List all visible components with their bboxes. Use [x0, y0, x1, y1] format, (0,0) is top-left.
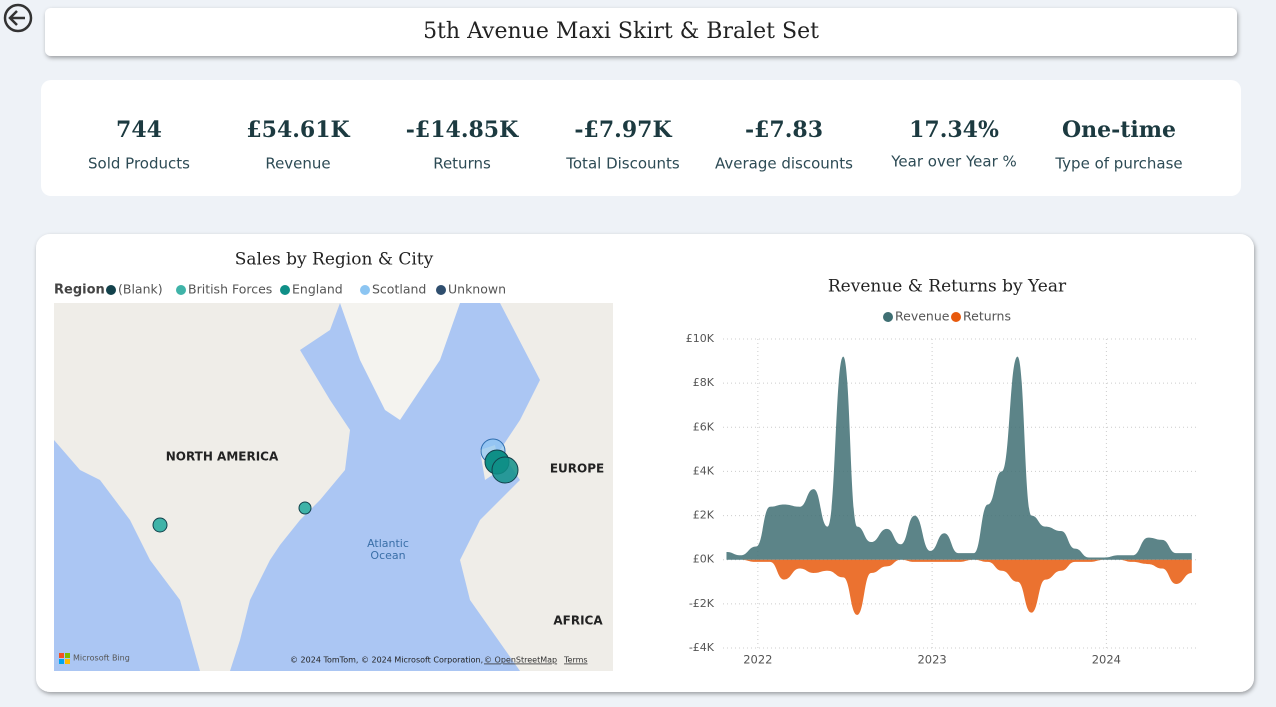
kpi-label: Average discounts [715, 155, 853, 173]
legend-marker [360, 285, 370, 295]
kpi-value: -£7.83 [745, 117, 823, 143]
x-tick-label: 2023 [917, 653, 946, 667]
back-button[interactable] [3, 3, 33, 33]
legend-marker [106, 285, 116, 295]
y-tick-label: £10K [686, 332, 715, 345]
kpi-value: 17.34% [909, 117, 999, 143]
kpi-value: -£14.85K [406, 117, 519, 143]
map [54, 303, 613, 671]
area [726, 356, 1192, 560]
legend-marker [951, 312, 961, 322]
legend-label: (Blank) [118, 282, 163, 297]
legend-label: Revenue [895, 309, 950, 324]
y-tick-label: -£2K [689, 597, 715, 610]
legend-marker [176, 285, 186, 295]
legend-label: Returns [963, 309, 1011, 324]
y-tick-label: £4K [693, 464, 715, 477]
y-tick-label: £8K [693, 376, 715, 389]
kpi-label: Revenue [265, 155, 330, 173]
kpi-value: -£7.97K [574, 117, 672, 143]
y-tick-label: -£4K [689, 641, 715, 654]
page-title: 5th Avenue Maxi Skirt & Bralet Set [423, 19, 819, 44]
map-credit-link[interactable]: © OpenStreetMap [484, 656, 557, 665]
map-credit: © 2024 TomTom, © 2024 Microsoft Corporat… [290, 656, 483, 665]
area [726, 559, 1192, 615]
map-label: Atlantic Ocean [367, 537, 409, 562]
x-tick-label: 2024 [1092, 653, 1121, 667]
map-label: EUROPE [550, 462, 604, 476]
legend-label: Unknown [448, 282, 506, 297]
kpi-label: Total Discounts [565, 155, 680, 173]
header-card [45, 8, 1237, 56]
kpi-value: £54.61K [246, 117, 350, 143]
legend-label: Scotland [372, 282, 426, 297]
legend-label: England [292, 282, 343, 297]
map-title: Sales by Region & City [235, 250, 434, 270]
legend-label: British Forces [188, 282, 272, 297]
x-tick-label: 2022 [743, 653, 772, 667]
legend-title: Region [54, 283, 105, 298]
kpi-label: Type of purchase [1054, 155, 1182, 173]
map-label: AFRICA [553, 614, 603, 628]
y-tick-label: £2K [693, 509, 715, 522]
chart-title: Revenue & Returns by Year [828, 277, 1067, 297]
y-tick-label: £6K [693, 420, 715, 433]
kpi-value: 744 [116, 117, 162, 143]
legend-marker [280, 285, 290, 295]
map-label: NORTH AMERICA [166, 450, 279, 464]
kpi-label: Returns [433, 155, 491, 173]
legend-marker [883, 312, 893, 322]
map-terms[interactable]: Terms [563, 656, 588, 665]
kpi-label: Year over Year % [890, 153, 1017, 171]
kpi-card [41, 80, 1241, 196]
legend-marker [436, 285, 446, 295]
y-tick-label: £0K [693, 553, 715, 566]
map-points [152, 438, 519, 533]
kpi-label: Sold Products [88, 155, 190, 173]
map-brand: Microsoft Bing [73, 654, 130, 663]
kpi-value: One-time [1062, 117, 1176, 143]
